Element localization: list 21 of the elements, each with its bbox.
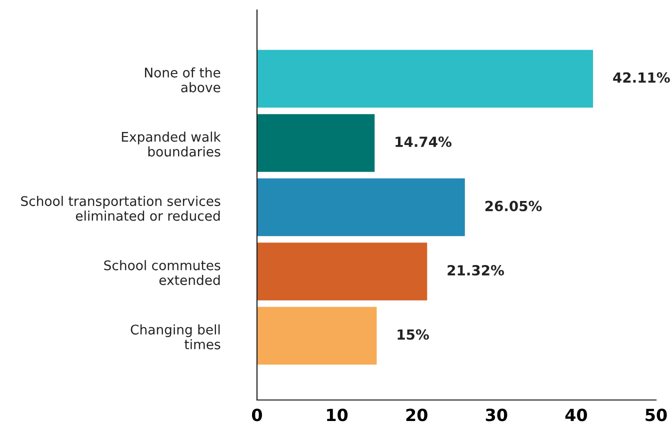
data-label: 14.74% — [396, 136, 452, 148]
data-label: 15% — [398, 329, 429, 340]
x-tick-label: 40 — [565, 408, 587, 422]
y-tick-label: None of the above — [145, 67, 220, 92]
bar — [257, 242, 428, 300]
x-tick-label: 10 — [327, 408, 348, 422]
x-tick-label: 50 — [646, 408, 667, 422]
bar — [257, 306, 377, 365]
x-tick-label: 30 — [486, 408, 508, 422]
y-tick-label: Expanded walk boundaries — [122, 132, 221, 157]
x-tick-label: 20 — [406, 408, 428, 422]
y-tick-label: School transportation services eliminated or reduced — [21, 196, 220, 221]
data-label: 26.05% — [485, 200, 542, 212]
y-tick-label: School commutes extended — [104, 260, 220, 286]
data-label: 21.32% — [448, 265, 504, 276]
bar — [257, 114, 375, 172]
data-label: 42.11% — [613, 72, 670, 83]
x-tick-label: 0 — [252, 408, 262, 422]
y-tick-label: Changing bell times — [130, 324, 220, 350]
bar — [257, 50, 594, 108]
bar — [257, 178, 465, 236]
